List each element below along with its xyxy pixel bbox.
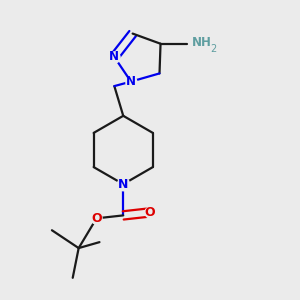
- Text: O: O: [145, 206, 155, 219]
- Text: N: N: [126, 75, 136, 88]
- Text: NH: NH: [192, 36, 212, 49]
- Text: 2: 2: [210, 44, 216, 54]
- Text: N: N: [118, 178, 128, 191]
- Text: O: O: [91, 212, 102, 225]
- Text: N: N: [109, 50, 119, 64]
